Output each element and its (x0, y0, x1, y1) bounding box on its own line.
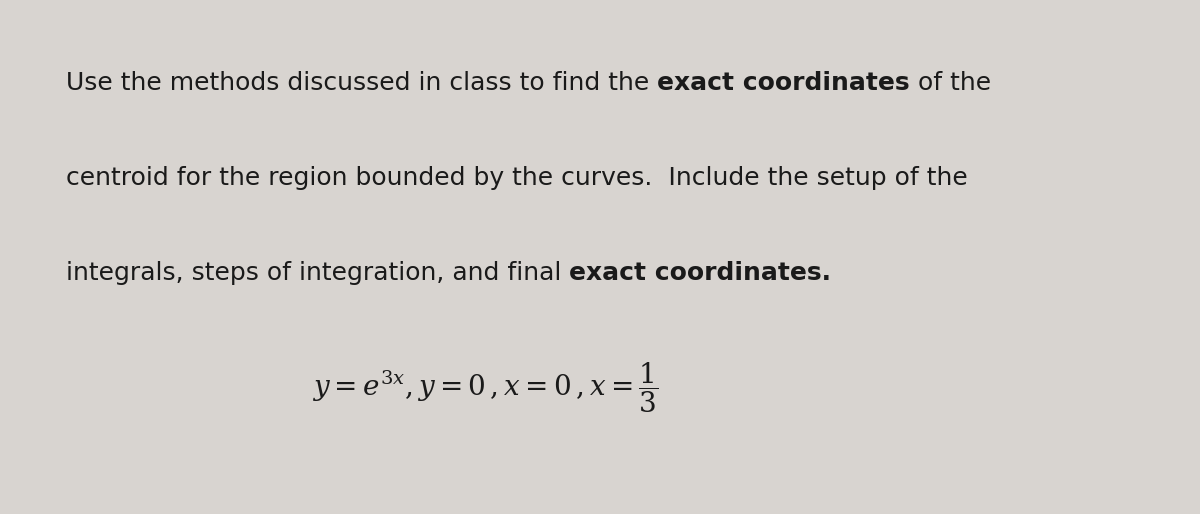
Text: of the: of the (910, 71, 991, 95)
Text: Use the methods discussed in class to find the: Use the methods discussed in class to fi… (66, 71, 658, 95)
Text: exact coordinates.: exact coordinates. (569, 261, 832, 285)
Text: integrals, steps of integration, and final: integrals, steps of integration, and fin… (66, 261, 569, 285)
Text: exact coordinates: exact coordinates (658, 71, 910, 95)
Text: centroid for the region bounded by the curves.  Include the setup of the: centroid for the region bounded by the c… (66, 166, 967, 190)
Text: $y = e^{3x},y = 0\,,x = 0\,,x = \dfrac{1}{3}$: $y = e^{3x},y = 0\,,x = 0\,,x = \dfrac{1… (312, 360, 659, 415)
